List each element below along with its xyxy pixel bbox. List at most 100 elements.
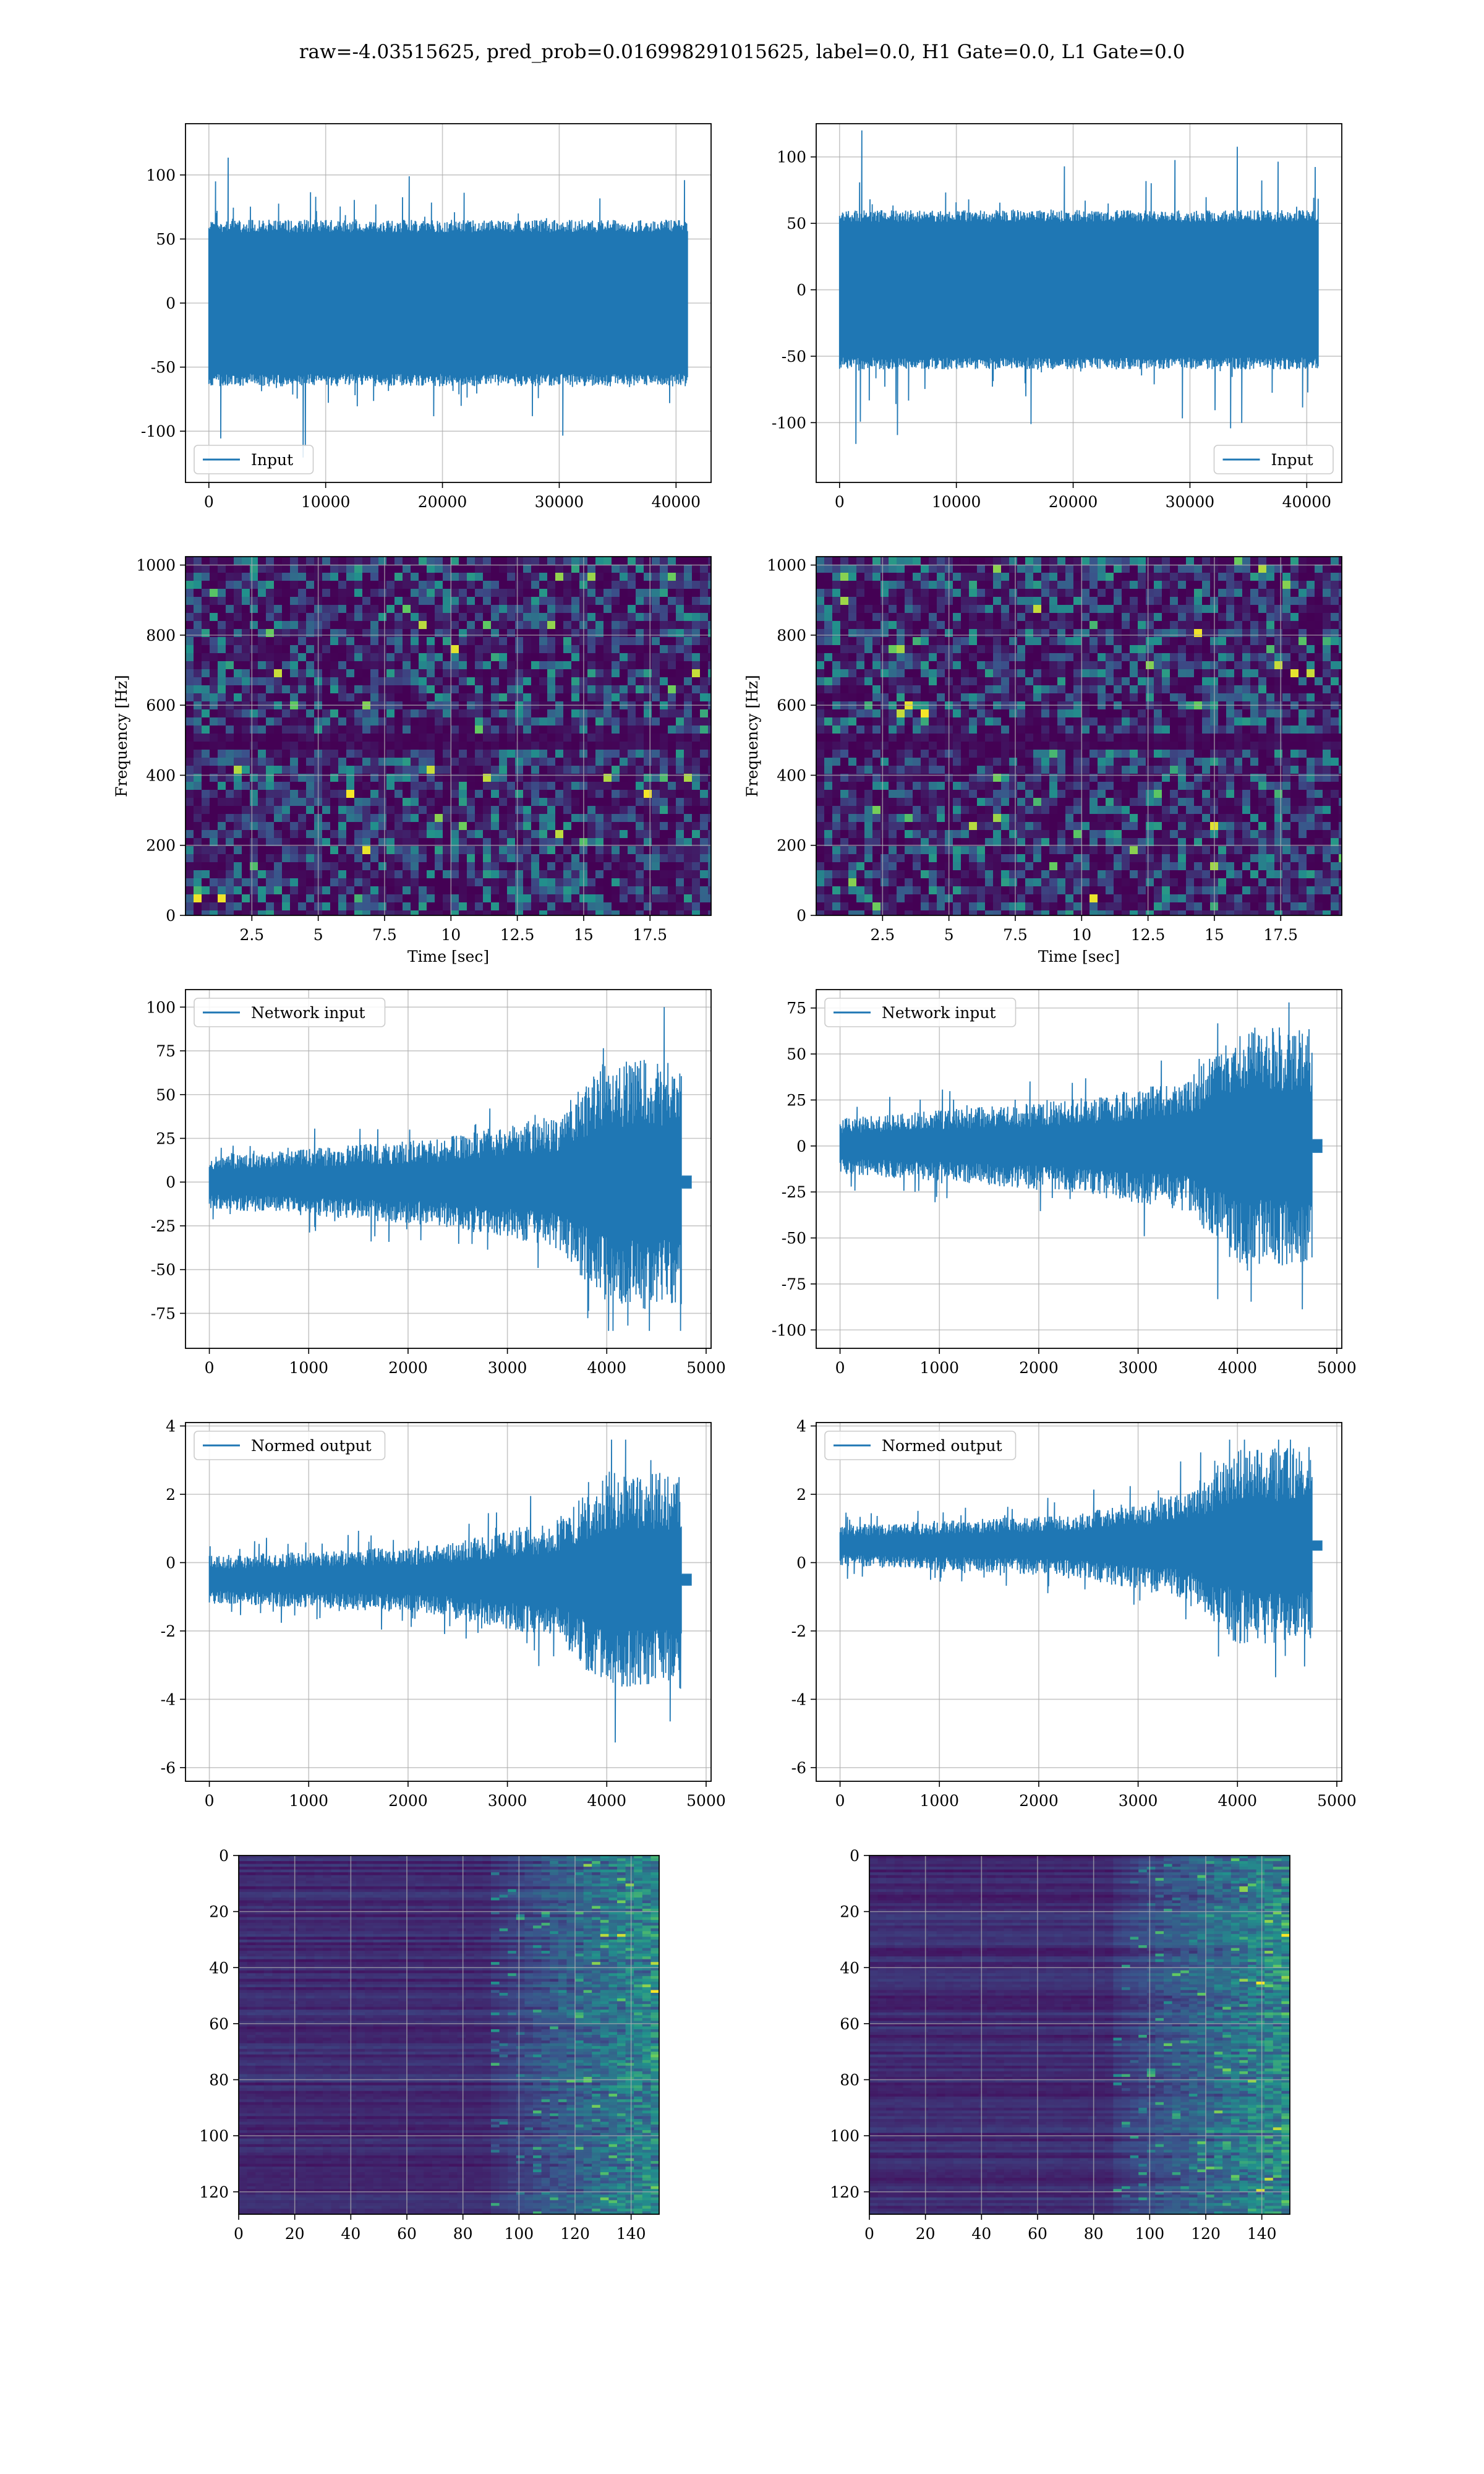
spectrogram-cell [1226, 709, 1235, 718]
spectrogram-cell [961, 621, 970, 630]
spectrogram-cell [1298, 629, 1307, 638]
spectrogram-cell [628, 685, 636, 694]
spectrogram-cell [700, 886, 709, 895]
spectrogram-cell [547, 621, 556, 630]
spectrogram-cell [330, 766, 339, 774]
spectrogram-cell [881, 717, 889, 726]
spectrogram-cell [969, 766, 978, 774]
spectrogram-cell [523, 758, 532, 766]
spectrogram-cell [864, 717, 873, 726]
spectrogram-cell [1130, 621, 1138, 630]
spectrogram-cell [1162, 750, 1171, 758]
spectrogram-cell [443, 629, 451, 638]
spectrogram-cell [370, 589, 379, 597]
spectrogram-cell [1122, 766, 1130, 774]
spectrogram-cell [475, 894, 484, 903]
spectrogram-cell [531, 669, 540, 678]
spectrogram-cell [266, 629, 275, 638]
spectrogram-cell [523, 734, 532, 742]
spectrogram-cell [419, 581, 427, 589]
spectrogram-cell [411, 653, 419, 662]
spectrogram-cell [523, 581, 532, 589]
spectrogram-cell [266, 806, 275, 815]
spectrogram-cell [864, 605, 873, 614]
spectrogram-cell [644, 685, 652, 694]
spectrogram-cell [258, 717, 267, 726]
spectrogram-cell [515, 677, 524, 686]
spectrogram-cell [403, 902, 411, 911]
spectrogram-cell [539, 653, 548, 662]
spectrogram-cell [668, 782, 676, 790]
spectrogram-cell [921, 717, 929, 726]
spectrogram-cell [628, 621, 636, 630]
spectrogram-cell [563, 870, 572, 879]
spectrogram-cell [636, 742, 644, 750]
spectrogram-cell [563, 629, 572, 638]
spectrogram-cell [897, 621, 905, 630]
spectrogram-cell [515, 766, 524, 774]
spectrogram-cell [571, 637, 580, 646]
spectrogram-cell [258, 782, 267, 790]
spectrogram-cell [660, 726, 668, 734]
spectrogram-cell [282, 557, 291, 565]
spectrogram-cell [242, 645, 250, 654]
spectrogram-cell [571, 597, 580, 606]
spectrogram-cell [668, 870, 676, 879]
spectrogram-cell [403, 573, 411, 581]
spectrogram-cell [435, 557, 443, 565]
spectrogram-cell [306, 717, 315, 726]
spectrogram-cell [354, 661, 363, 670]
spectrogram-cell [346, 653, 355, 662]
spectrogram-cell [346, 621, 355, 630]
spectrogram-cell [1017, 565, 1026, 573]
spectrogram-cell [555, 661, 564, 670]
spectrogram-cell [993, 669, 1002, 678]
spectrogram-cell [1186, 782, 1195, 790]
spectrogram-cell [563, 645, 572, 654]
y-tick-label: -50 [151, 359, 176, 377]
spectrogram-cell [411, 629, 419, 638]
spectrogram-cell [889, 597, 897, 606]
spectrogram-cell [459, 685, 467, 694]
spectrogram-cell [929, 613, 937, 622]
spectrogram-cell [403, 717, 411, 726]
spectrogram-cell [451, 774, 459, 782]
spectrogram-cell [435, 822, 443, 831]
spectrogram-cell [531, 838, 540, 847]
spectrogram-cell [226, 910, 234, 915]
spectrogram-cell [692, 726, 701, 734]
spectrogram-cell [1090, 565, 1098, 573]
spectrogram-cell [929, 629, 937, 638]
spectrogram-cell [523, 790, 532, 798]
spectrogram-cell [563, 597, 572, 606]
spectrogram-cell [427, 750, 435, 758]
spectrogram-cell [1098, 709, 1106, 718]
spectrogram-cell [700, 774, 709, 782]
spectrogram-cell [872, 774, 881, 782]
spectrogram-cell [515, 565, 524, 573]
spectrogram-cell [290, 637, 299, 646]
spectrogram-cell [872, 653, 881, 662]
spectrogram-cell [555, 886, 564, 895]
spectrogram-cell [338, 565, 347, 573]
spectrogram-cell [660, 790, 668, 798]
spectrogram-cell [856, 677, 865, 686]
spectrogram-cell [539, 565, 548, 573]
spectrogram-cell [354, 766, 363, 774]
spectrogram-cell [636, 910, 644, 915]
spectrogram-cell [1226, 661, 1235, 670]
spectrogram-cell [636, 750, 644, 758]
spectrogram-cell [202, 742, 210, 750]
spectrogram-cell [386, 573, 395, 581]
spectrogram-cell [539, 766, 548, 774]
spectrogram-cell [467, 878, 475, 887]
spectrogram-cell [459, 565, 467, 573]
spectrogram-cell [953, 557, 962, 565]
spectrogram-cell [953, 629, 962, 638]
spectrogram-cell [378, 717, 387, 726]
spectrogram-cell [1073, 758, 1082, 766]
spectrogram-cell [977, 726, 986, 734]
spectrogram-cell [483, 742, 492, 750]
spectrogram-cell [194, 621, 202, 630]
spectrogram-cell [628, 830, 636, 839]
